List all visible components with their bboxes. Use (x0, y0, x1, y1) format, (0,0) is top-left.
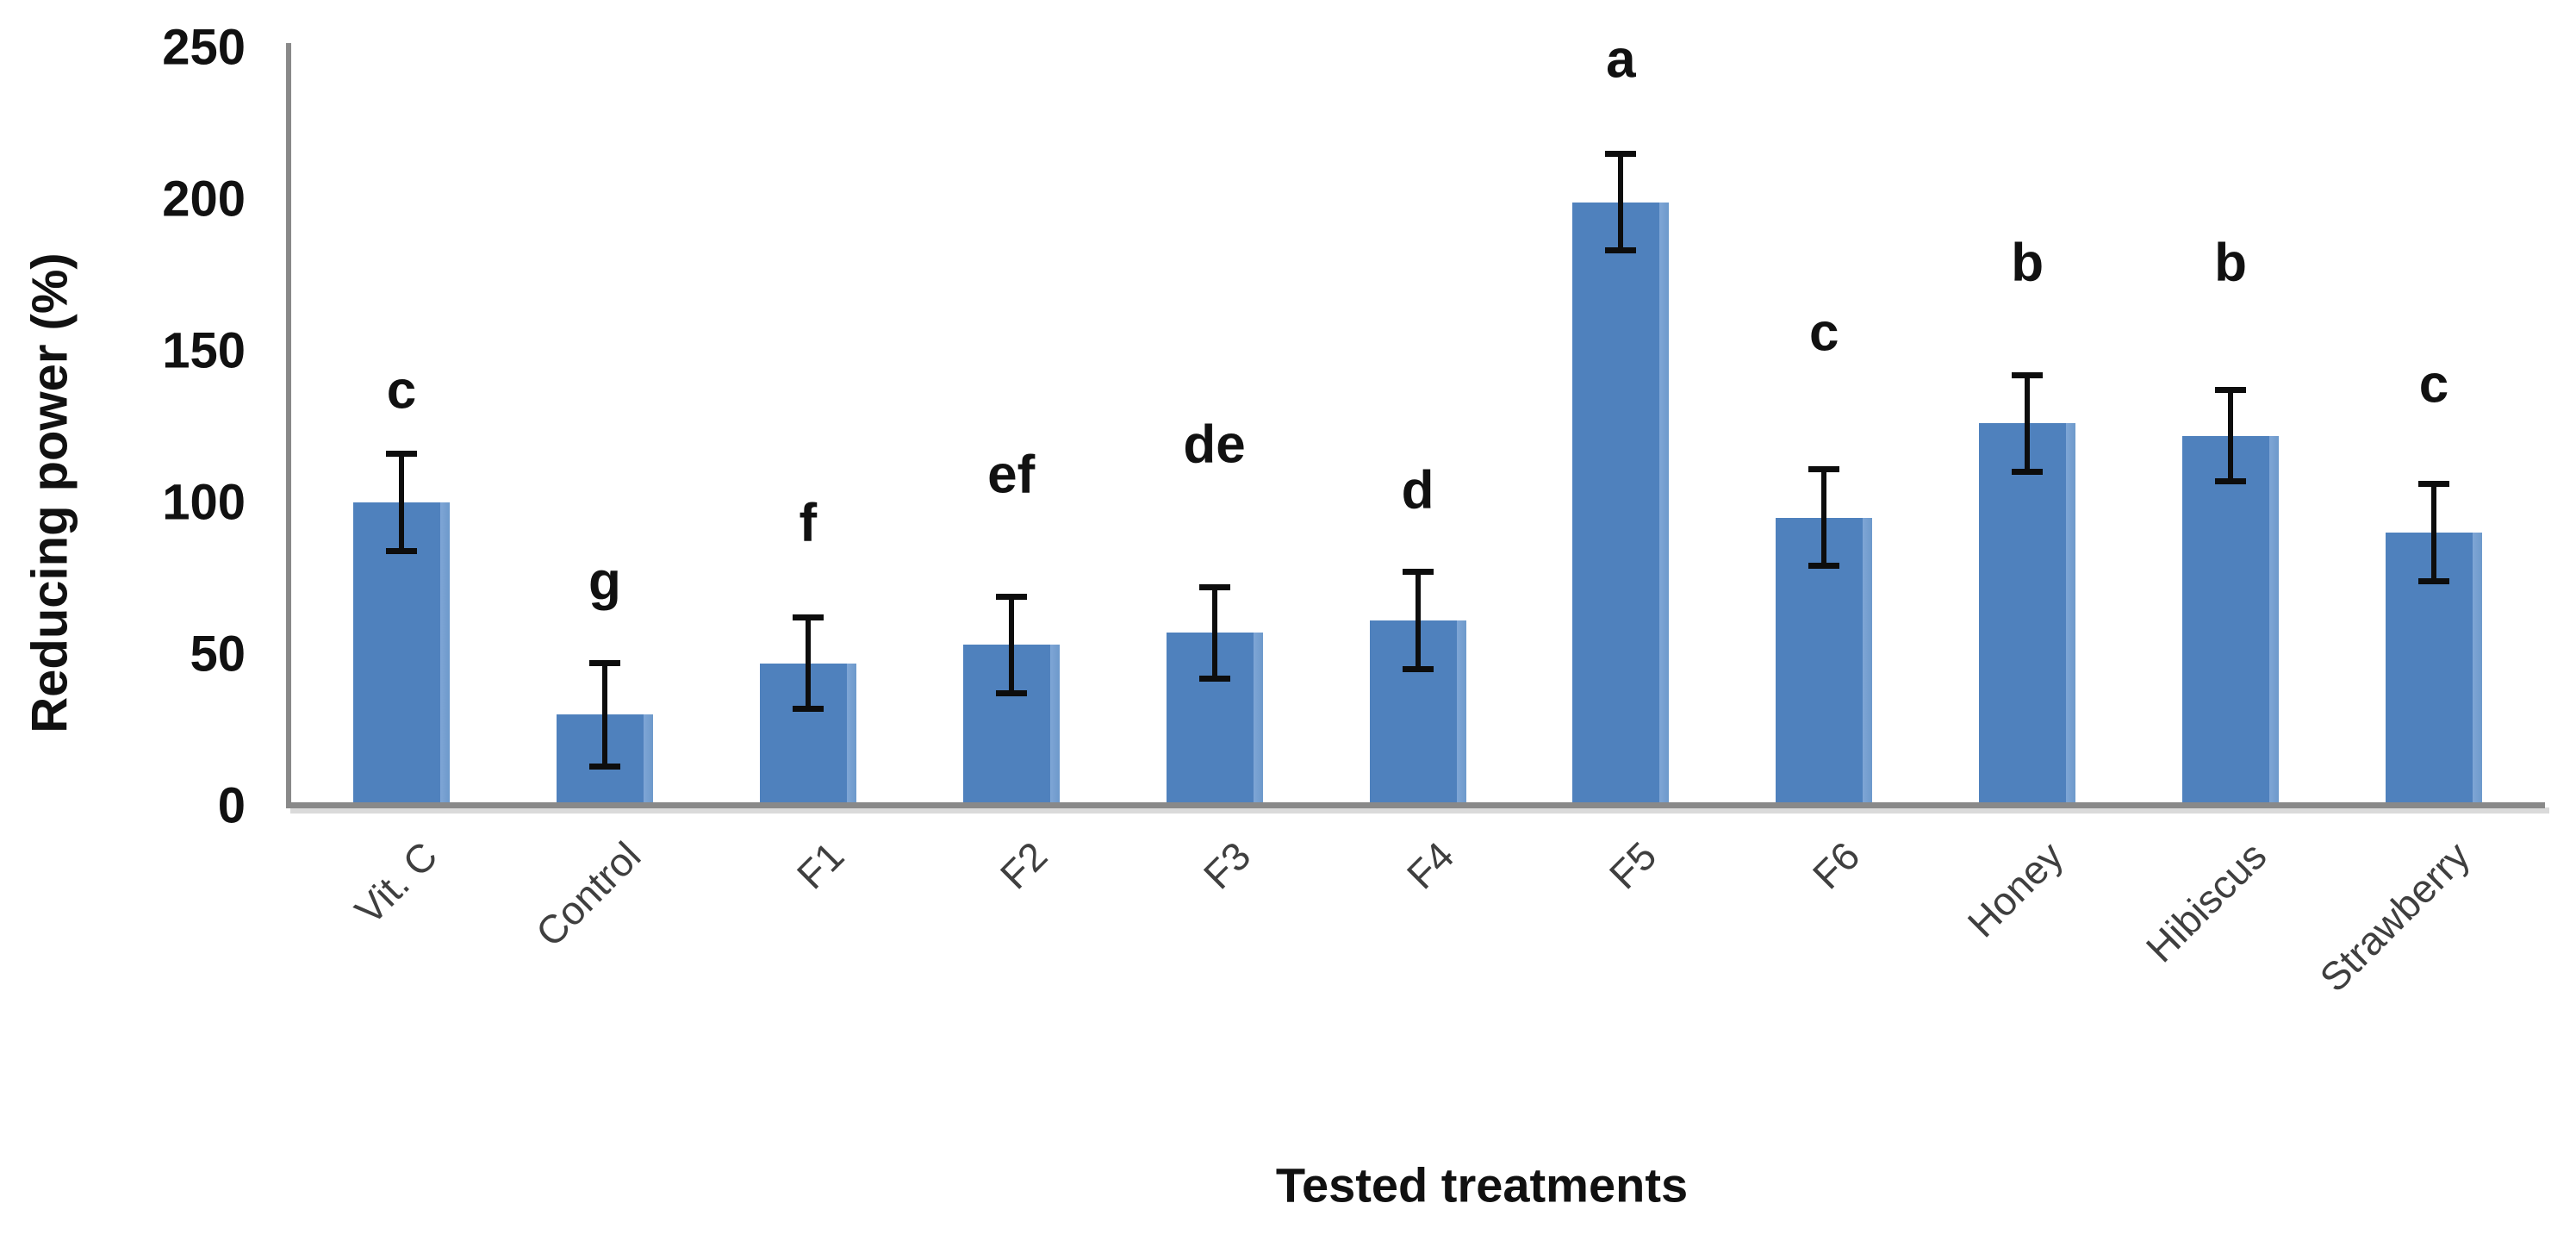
error-bar-bottom-cap (588, 763, 620, 770)
y-axis-line (286, 43, 291, 808)
significance-letter: d (1401, 460, 1434, 521)
error-bar-whisker (2431, 487, 2436, 578)
error-bar-bottom-cap (2215, 477, 2247, 484)
significance-letter: de (1183, 415, 1246, 475)
error-bar-whisker (2025, 377, 2031, 470)
y-tick-label: 200 (162, 171, 246, 228)
error-bar-bottom-cap (1198, 675, 1230, 682)
error-bar-top-cap (995, 593, 1027, 600)
bar (1979, 423, 2076, 806)
significance-letter: c (386, 360, 417, 421)
error-bar-bottom-cap (1402, 666, 1434, 673)
significance-letter: g (588, 552, 621, 612)
error-bar-whisker (1415, 575, 1421, 667)
error-bar-whisker (1821, 471, 1827, 564)
error-bar-whisker (399, 457, 404, 548)
error-bar-top-cap (1808, 465, 1840, 472)
error-bar-bottom-cap (1808, 563, 1840, 570)
error-bar-top-cap (2215, 387, 2247, 394)
error-bar-whisker (1618, 156, 1624, 248)
error-bar-top-cap (1402, 569, 1434, 576)
error-bar-top-cap (2012, 371, 2044, 378)
error-bar-whisker (805, 620, 811, 706)
bar (2386, 533, 2482, 806)
error-bar-top-cap (588, 660, 620, 667)
bar (1572, 202, 1670, 806)
significance-letter: f (799, 493, 818, 553)
y-axis-title: Reducing power (%) (22, 252, 78, 733)
error-bar-bottom-cap (2418, 578, 2449, 584)
error-bar-top-cap (1198, 584, 1230, 591)
y-tick-label: 250 (162, 19, 246, 76)
error-bar-whisker (1008, 599, 1014, 691)
error-bar-bottom-cap (1605, 247, 1637, 254)
y-tick-label: 100 (162, 474, 246, 531)
error-bar-top-cap (792, 614, 824, 621)
x-axis-line (286, 802, 2545, 808)
y-tick-label: 150 (162, 322, 246, 379)
y-tick-label: 50 (190, 626, 246, 683)
y-tick-label: 0 (217, 777, 246, 834)
significance-letter: c (2418, 354, 2449, 415)
significance-letter: b (2011, 233, 2044, 293)
error-bar-bottom-cap (995, 690, 1027, 697)
significance-letter: ef (987, 445, 1036, 505)
significance-letter: b (2214, 233, 2248, 293)
error-bar-bottom-cap (2012, 469, 2044, 476)
error-bar-top-cap (386, 451, 417, 458)
error-bar-whisker (2228, 393, 2234, 478)
error-bar-top-cap (1605, 150, 1637, 157)
error-bar-whisker (1211, 590, 1217, 676)
significance-letter: c (1809, 302, 1839, 363)
error-bar-whisker (601, 666, 607, 764)
error-bar-top-cap (2418, 481, 2449, 488)
bar (2182, 435, 2280, 806)
x-axis-title: Tested treatments (1275, 1157, 1689, 1212)
error-bar-bottom-cap (386, 547, 417, 554)
error-bar-bottom-cap (792, 705, 824, 712)
significance-letter: a (1606, 29, 1636, 90)
